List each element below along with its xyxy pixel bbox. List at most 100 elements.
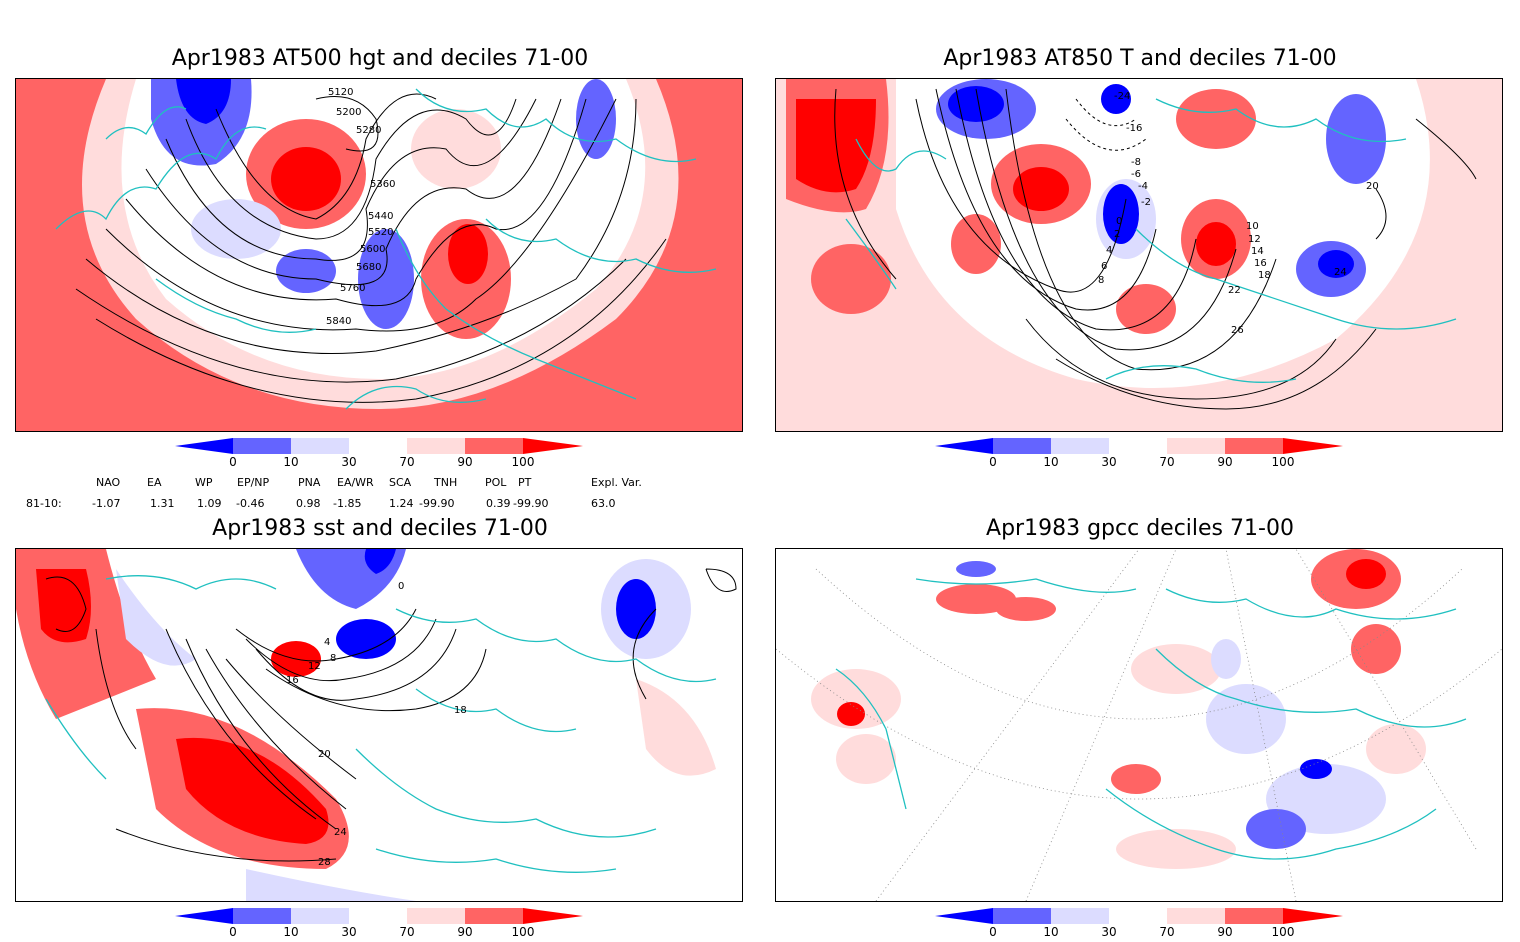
tele-value-wp: 1.09 <box>197 497 222 510</box>
colorbar-tick-90: 90 <box>457 925 473 939</box>
contour-labels: -24 -16 -8 -6 -4 -2 0 2 4 6 8 10 12 14 1… <box>1098 91 1379 336</box>
coastlines <box>845 98 1457 383</box>
colorbar-tick-30: 30 <box>1101 925 1117 939</box>
colorbar-tick-90: 90 <box>1217 925 1233 939</box>
colorbar-tick-100: 100 <box>511 925 535 939</box>
graticule <box>776 549 1502 901</box>
tele-header-epnp: EP/NP <box>237 476 270 489</box>
colorbar-tick-70: 70 <box>399 455 415 469</box>
contour-label-6: 6 <box>1101 261 1107 272</box>
contour-label-8: 8 <box>1098 275 1104 286</box>
contour-label-16: 16 <box>1254 258 1267 269</box>
contour-label-m2: -2 <box>1141 197 1151 208</box>
tele-value-expl-var: 63.0 <box>591 497 616 510</box>
colorbar-top-right: 0 10 30 70 90 100 <box>935 438 1345 472</box>
colorbar-bottom-left: 0 10 30 70 90 100 <box>175 908 585 942</box>
colorbar-top-right-svg <box>935 438 1343 454</box>
colorbar-tick-30: 30 <box>341 455 357 469</box>
colorbar-tick-100: 100 <box>1271 455 1295 469</box>
colorbar-tick-90: 90 <box>1217 455 1233 469</box>
contour-label-sst-16: 16 <box>286 675 299 686</box>
colorbar-bottom-left-svg <box>175 908 583 924</box>
colorbar-tick-100: 100 <box>511 455 535 469</box>
tele-header-nao: NAO <box>96 476 121 489</box>
contour-label-18: 18 <box>1258 270 1271 281</box>
tele-header-tnh: TNH <box>434 476 458 489</box>
colorbar-bottom-right: 0 10 30 70 90 100 <box>935 908 1345 942</box>
contour-label-5600: 5600 <box>360 244 385 255</box>
contour-label-m16: -16 <box>1126 123 1142 134</box>
colorbar-top-left: 0 10 30 70 90 100 <box>175 438 585 472</box>
contour-label-0: 0 <box>1116 216 1122 227</box>
contour-label-sst-20: 20 <box>318 749 331 760</box>
tele-value-tnh: -99.90 <box>419 497 455 510</box>
contour-lines <box>45 568 737 862</box>
tele-value-epnp: -0.46 <box>236 497 265 510</box>
colorbar-tick-10: 10 <box>1043 455 1059 469</box>
map-gpcc-svg <box>776 549 1502 901</box>
contour-label-sst-18: 18 <box>454 705 467 716</box>
coastlines <box>45 575 717 873</box>
map-panel-at850: -24 -16 -8 -6 -4 -2 0 2 4 6 8 10 12 14 1… <box>775 78 1503 432</box>
tele-value-pol: 0.39 <box>486 497 511 510</box>
colorbar-tick-10: 10 <box>1043 925 1059 939</box>
tele-header-pol: POL <box>485 476 507 489</box>
tele-header-wp: WP <box>195 476 213 489</box>
tele-header-sca: SCA <box>389 476 412 489</box>
coastlines <box>835 578 1467 860</box>
tele-header-ea: EA <box>147 476 162 489</box>
panel-title-at850: Apr1983 AT850 T and deciles 71-00 <box>943 46 1337 71</box>
coastlines <box>55 88 717 410</box>
contour-label-10: 10 <box>1246 221 1259 232</box>
contour-label-m4: -4 <box>1138 181 1148 192</box>
contour-label-5120: 5120 <box>328 87 353 98</box>
panel-title-gpcc: Apr1983 gpcc deciles 71-00 <box>986 516 1294 541</box>
contour-label-24: 24 <box>1334 267 1347 278</box>
decile-shading <box>811 549 1426 869</box>
tele-header-expl-var: Expl. Var. <box>591 476 642 489</box>
contour-label-4: 4 <box>1106 245 1112 256</box>
contour-label-5360: 5360 <box>370 179 395 190</box>
colorbar-top-left-svg <box>175 438 583 454</box>
contour-labels: 5120 5200 5280 5360 5440 5520 5600 5680 … <box>326 87 395 327</box>
map-panel-at500: 5120 5200 5280 5360 5440 5520 5600 5680 … <box>15 78 743 432</box>
colorbar-tick-0: 0 <box>229 455 237 469</box>
contour-label-5440: 5440 <box>368 211 393 222</box>
contour-labels: 0 4 8 12 16 18 20 24 28 <box>286 581 467 868</box>
colorbar-tick-30: 30 <box>1101 455 1117 469</box>
contour-label-26: 26 <box>1231 325 1244 336</box>
decile-shading <box>16 549 716 901</box>
map-panel-sst: 0 4 8 12 16 18 20 24 28 <box>15 548 743 902</box>
colorbar-tick-10: 10 <box>283 455 299 469</box>
contour-label-12: 12 <box>1248 234 1261 245</box>
tele-value-pna: 0.98 <box>296 497 321 510</box>
tele-row-label: 81-10: <box>26 497 62 510</box>
map-at500-svg: 5120 5200 5280 5360 5440 5520 5600 5680 … <box>16 79 742 431</box>
tele-value-sca: 1.24 <box>389 497 414 510</box>
colorbar-tick-90: 90 <box>457 455 473 469</box>
colorbar-tick-10: 10 <box>283 925 299 939</box>
contour-label-m8: -8 <box>1131 157 1141 168</box>
tele-header-eawr: EA/WR <box>337 476 374 489</box>
tele-value-eawr: -1.85 <box>333 497 362 510</box>
contour-label-sst-28: 28 <box>318 857 331 868</box>
tele-value-pt: -99.90 <box>513 497 549 510</box>
contour-label-m24: -24 <box>1114 91 1130 102</box>
contour-label-5760: 5760 <box>340 283 365 294</box>
contour-lines <box>834 88 1477 410</box>
colorbar-tick-0: 0 <box>989 455 997 469</box>
contour-label-2: 2 <box>1114 229 1120 240</box>
contour-label-5680: 5680 <box>356 262 381 273</box>
contour-label-5280: 5280 <box>356 125 381 136</box>
colorbar-tick-0: 0 <box>229 925 237 939</box>
panel-title-at500: Apr1983 AT500 hgt and deciles 71-00 <box>171 46 589 71</box>
contour-label-22: 22 <box>1228 285 1241 296</box>
tele-value-nao: -1.07 <box>92 497 121 510</box>
colorbar-tick-30: 30 <box>341 925 357 939</box>
colorbar-tick-70: 70 <box>399 925 415 939</box>
tele-header-pna: PNA <box>298 476 321 489</box>
colorbar-tick-100: 100 <box>1271 925 1295 939</box>
contour-label-sst-8: 8 <box>330 653 336 664</box>
colorbar-bottom-right-svg <box>935 908 1343 924</box>
colorbar-tick-70: 70 <box>1159 925 1175 939</box>
